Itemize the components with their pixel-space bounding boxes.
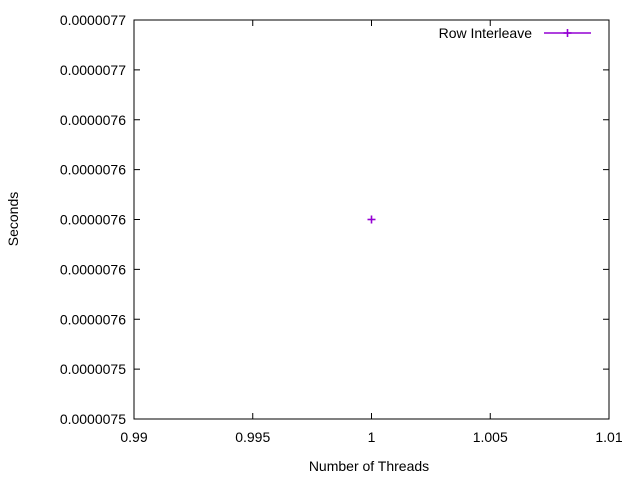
y-tick-label: 0.0000077 <box>60 62 126 78</box>
points-layer <box>367 215 376 224</box>
x-tick-label: 1.01 <box>595 429 622 445</box>
y-tick-label: 0.0000075 <box>60 361 126 377</box>
x-tick-label: 1.005 <box>473 429 508 445</box>
y-tick-label: 0.0000076 <box>60 212 126 228</box>
y-tick-label: 0.0000076 <box>60 261 126 277</box>
y-tick-label: 0.0000076 <box>60 162 126 178</box>
y-axis-label: Seconds <box>5 192 21 246</box>
x-tick-label: 1 <box>368 429 376 445</box>
y-tick-label: 0.0000075 <box>60 411 126 427</box>
y-tick-label: 0.0000076 <box>60 311 126 327</box>
x-ticks-layer: 0.99 0.995 1 1.005 1.01 <box>120 20 623 445</box>
x-tick-label: 0.995 <box>235 429 270 445</box>
y-ticks-layer: 0.0000075 0.0000075 0.0000076 0.0000076 0.00… <box>60 12 609 427</box>
legend-label-row-interleave: Row Interleave <box>439 25 533 41</box>
y-tick-label: 0.0000076 <box>60 112 126 128</box>
data-point <box>367 215 376 224</box>
legend: Row Interleave <box>439 25 591 41</box>
x-axis-label: Number of Threads <box>309 458 429 474</box>
y-tick-label: 0.0000077 <box>60 12 126 28</box>
legend-marker-row-interleave <box>563 29 572 37</box>
x-tick-label: 0.99 <box>120 429 147 445</box>
